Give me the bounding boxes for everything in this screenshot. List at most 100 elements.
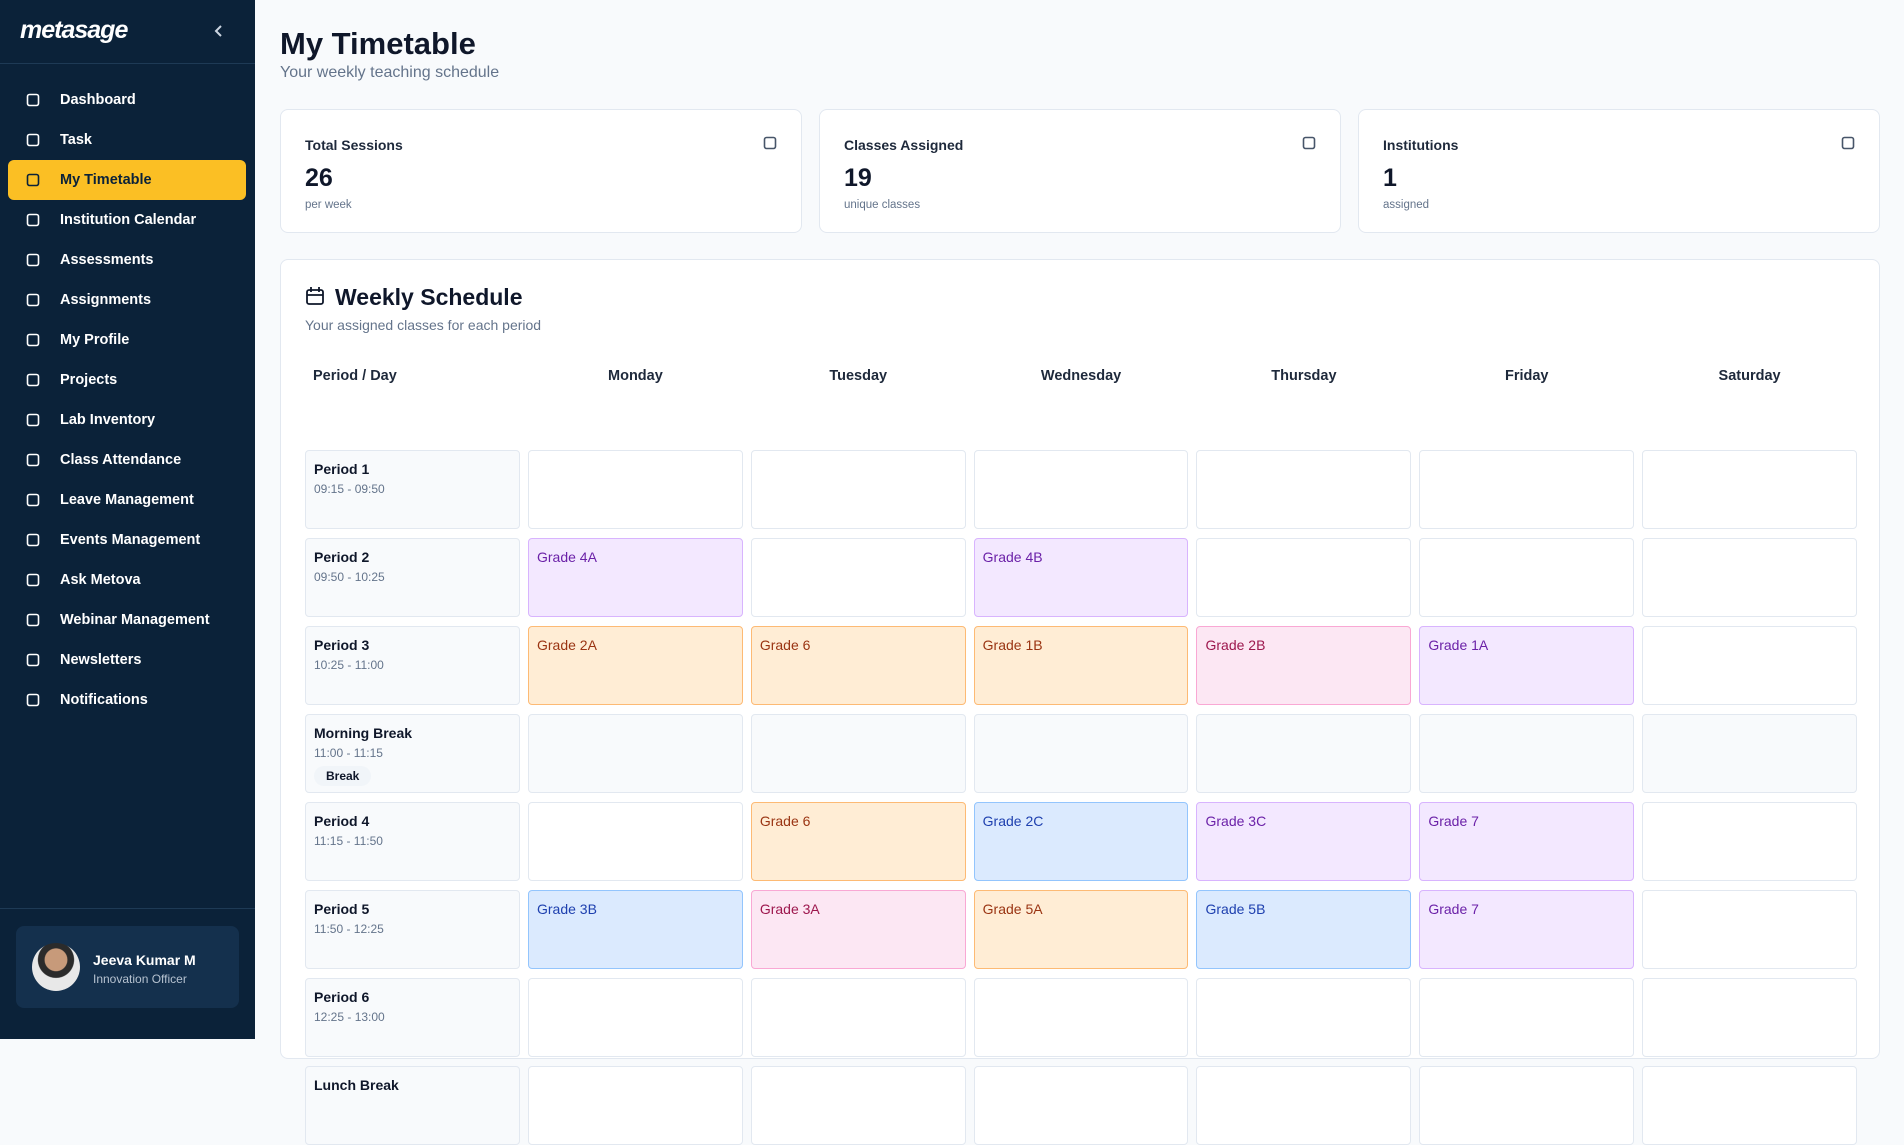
nav-item[interactable]: Assignments bbox=[8, 280, 246, 320]
class-cell[interactable]: Grade 2A bbox=[528, 626, 743, 705]
class-cell[interactable]: Grade 2B bbox=[1196, 626, 1412, 705]
period-cell: Period 2 09:50 - 10:25 bbox=[305, 538, 520, 617]
schedule-card: Weekly Schedule Your assigned classes fo… bbox=[280, 259, 1880, 1145]
empty-cell bbox=[973, 450, 1189, 529]
icon bbox=[26, 493, 40, 507]
nav-item[interactable]: Webinar Management bbox=[8, 600, 246, 640]
period-cell: Period 5 11:50 - 12:25 bbox=[305, 890, 520, 969]
period-time: 11:00 - 11:15 bbox=[314, 746, 383, 760]
icon bbox=[26, 93, 40, 107]
nav-item[interactable]: Dashboard bbox=[8, 80, 246, 120]
divider bbox=[0, 908, 255, 909]
break-badge: Break bbox=[314, 766, 372, 786]
column-header: Friday bbox=[1504, 368, 1549, 384]
empty-cell bbox=[1642, 538, 1857, 617]
nav-label: Assessments bbox=[60, 252, 154, 268]
empty-cell bbox=[1196, 538, 1412, 617]
icon bbox=[26, 573, 40, 587]
icon bbox=[26, 133, 40, 147]
nav-item[interactable]: Institution Calendar bbox=[8, 200, 246, 240]
period-name: Lunch Break bbox=[314, 1077, 399, 1093]
class-cell[interactable]: Grade 2C bbox=[973, 802, 1189, 881]
class-cell[interactable]: Grade 1B bbox=[973, 626, 1189, 705]
nav-item[interactable]: My Profile bbox=[8, 320, 246, 360]
class-cell[interactable]: Grade 3A bbox=[750, 890, 966, 969]
empty-cell bbox=[1642, 714, 1857, 793]
class-cell[interactable]: Grade 4B bbox=[973, 538, 1189, 617]
empty-cell bbox=[528, 802, 743, 881]
column-header: Monday bbox=[608, 368, 663, 384]
nav-item[interactable]: Assessments bbox=[8, 240, 246, 280]
period-name: Period 3 bbox=[314, 637, 370, 653]
class-cell[interactable]: Grade 4A bbox=[528, 538, 743, 617]
empty-cell bbox=[1196, 1066, 1412, 1145]
period-cell: Period 3 10:25 - 11:00 bbox=[305, 626, 520, 705]
class-cell[interactable]: Grade 6 bbox=[750, 626, 966, 705]
stat-card: Total Sessions 26 per week bbox=[280, 109, 802, 233]
nav-item[interactable]: Task bbox=[8, 120, 246, 160]
class-cell[interactable]: Grade 3C bbox=[1196, 802, 1412, 881]
period-cell: Morning Break 11:00 - 11:15 Break bbox=[305, 714, 520, 793]
nav-item[interactable]: Ask Metova bbox=[8, 560, 246, 600]
empty-cell bbox=[973, 1066, 1189, 1145]
icon bbox=[26, 533, 40, 547]
class-cell[interactable]: Grade 7 bbox=[1419, 890, 1635, 969]
period-name: Morning Break bbox=[314, 725, 413, 741]
nav-label: Assignments bbox=[60, 292, 152, 308]
period-cell: Period 4 11:15 - 11:50 bbox=[305, 802, 520, 881]
icon bbox=[1841, 136, 1855, 150]
empty-cell bbox=[750, 538, 966, 617]
nav-item[interactable]: Newsletters bbox=[8, 640, 246, 680]
class-cell[interactable]: Grade 6 bbox=[750, 802, 966, 881]
nav-item[interactable]: Lab Inventory bbox=[8, 400, 246, 440]
nav-label: My Timetable bbox=[60, 172, 152, 188]
nav-label: Newsletters bbox=[60, 652, 142, 668]
period-name: Period 5 bbox=[314, 901, 370, 917]
period-name: Period 6 bbox=[314, 989, 370, 1005]
icon bbox=[26, 293, 40, 307]
nav-item[interactable]: My Timetable bbox=[8, 160, 246, 200]
nav-label: Institution Calendar bbox=[60, 212, 197, 228]
nav-label: Projects bbox=[60, 372, 118, 388]
column-header: Tuesday bbox=[829, 368, 888, 384]
stat-card: Institutions 1 assigned bbox=[1358, 109, 1880, 233]
nav-label: Lab Inventory bbox=[60, 412, 156, 428]
icon bbox=[26, 373, 40, 387]
empty-cell bbox=[750, 450, 966, 529]
nav-item[interactable]: Class Attendance bbox=[8, 440, 246, 480]
nav-item[interactable]: Events Management bbox=[8, 520, 246, 560]
period-name: Period 2 bbox=[314, 549, 370, 565]
user-role: Innovation Officer bbox=[93, 972, 187, 986]
period-time: 09:15 - 09:50 bbox=[314, 482, 385, 496]
class-cell[interactable]: Grade 7 bbox=[1419, 802, 1635, 881]
empty-cell bbox=[1419, 450, 1635, 529]
nav-item[interactable]: Notifications bbox=[8, 680, 246, 720]
icon bbox=[1302, 136, 1316, 150]
nav-label: My Profile bbox=[60, 332, 130, 348]
class-cell[interactable]: Grade 5B bbox=[1196, 890, 1412, 969]
collapse-button[interactable] bbox=[212, 24, 226, 38]
empty-cell bbox=[1642, 450, 1857, 529]
stat-value: 1 bbox=[1383, 164, 1397, 192]
column-header: Period / Day bbox=[313, 368, 397, 384]
nav-label: Class Attendance bbox=[60, 452, 182, 468]
empty-cell bbox=[1419, 978, 1635, 1057]
schedule-subtitle: Your assigned classes for each period bbox=[305, 317, 542, 333]
class-cell[interactable]: Grade 1A bbox=[1419, 626, 1635, 705]
class-cell[interactable]: Grade 5A bbox=[973, 890, 1189, 969]
icon bbox=[763, 136, 777, 150]
empty-cell bbox=[1196, 714, 1412, 793]
nav-label: Webinar Management bbox=[60, 612, 210, 628]
icon bbox=[26, 213, 40, 227]
nav-item[interactable]: Projects bbox=[8, 360, 246, 400]
page-title: My Timetable bbox=[280, 26, 476, 61]
nav-item[interactable]: Leave Management bbox=[8, 480, 246, 520]
period-cell: Period 6 12:25 - 13:00 bbox=[305, 978, 520, 1057]
stat-card: Classes Assigned 19 unique classes bbox=[819, 109, 1341, 233]
nav-label: Events Management bbox=[60, 532, 201, 548]
user-card[interactable]: Jeeva Kumar M Innovation Officer bbox=[16, 926, 239, 1008]
stat-value: 26 bbox=[305, 164, 333, 192]
icon bbox=[26, 453, 40, 467]
class-cell[interactable]: Grade 3B bbox=[528, 890, 743, 969]
